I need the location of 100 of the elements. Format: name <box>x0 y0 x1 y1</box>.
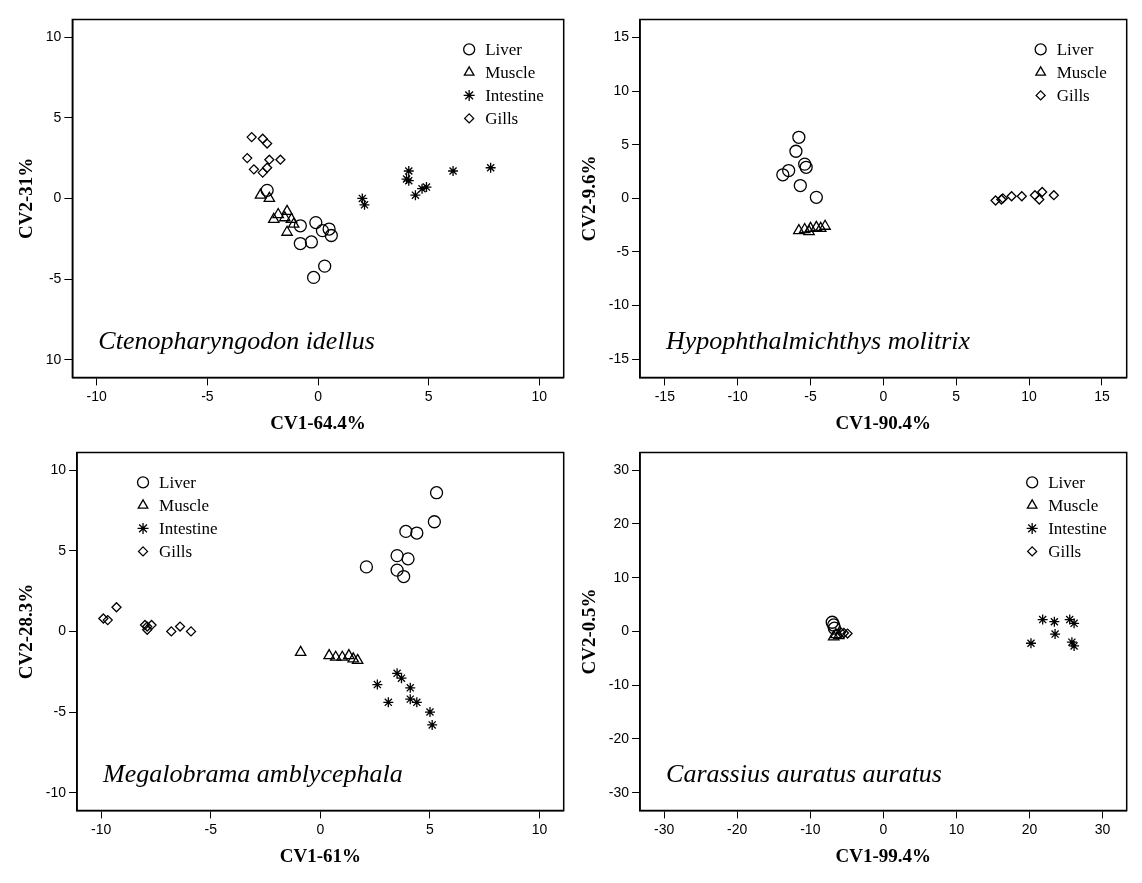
x-tick-label: 10 <box>531 387 548 404</box>
point <box>359 560 374 574</box>
point <box>1049 628 1061 640</box>
y-tick-label: 10 <box>45 28 62 44</box>
point <box>792 130 806 144</box>
legend-label: Intestine <box>1048 518 1107 538</box>
point <box>267 212 280 224</box>
point <box>293 219 307 233</box>
x-tick-label: -10 <box>91 820 112 837</box>
y-tick-label: -30 <box>608 783 630 800</box>
y-axis-title: CV2-31% <box>15 157 37 240</box>
x-tick-label: 10 <box>1021 387 1038 404</box>
point <box>336 650 349 661</box>
point <box>789 144 803 158</box>
point <box>819 219 831 230</box>
x-tick-label: 0 <box>879 820 888 837</box>
x-tick-label: -5 <box>204 820 218 837</box>
point <box>278 211 291 222</box>
point <box>1034 194 1045 205</box>
point <box>382 696 394 709</box>
y-tick-label: 10 <box>45 350 62 367</box>
point <box>304 235 319 249</box>
point <box>242 152 253 164</box>
point <box>390 548 404 563</box>
point <box>782 163 796 178</box>
point <box>399 524 413 539</box>
point <box>1029 190 1041 201</box>
x-tick-label: 5 <box>952 387 961 404</box>
point <box>257 133 268 144</box>
point <box>390 563 404 577</box>
x-tick-label: 10 <box>531 820 548 837</box>
point <box>257 167 268 178</box>
x-tick-label: 0 <box>879 387 888 404</box>
y-tick-label: 5 <box>53 108 62 125</box>
point <box>261 138 273 149</box>
y-tick-label: -5 <box>616 242 630 259</box>
y-tick-label: 10 <box>50 461 67 477</box>
y-tick-label: 30 <box>613 461 630 477</box>
point <box>306 270 321 285</box>
y-tick-label: 5 <box>621 135 630 152</box>
point <box>98 613 109 624</box>
y-tick-label: 5 <box>58 541 67 558</box>
point <box>1068 617 1080 629</box>
point <box>426 719 438 731</box>
point <box>347 652 360 663</box>
y-tick-label: 10 <box>613 568 630 585</box>
x-axis-title: CV1-90.4% <box>835 411 932 433</box>
x-axis-title: CV1-64.4% <box>270 411 366 433</box>
legend-label: Gills <box>485 108 519 128</box>
legend-label: Muscle <box>1048 495 1099 515</box>
point <box>174 621 186 632</box>
point <box>322 222 336 236</box>
point <box>1066 636 1078 648</box>
point <box>420 181 433 193</box>
point <box>260 183 274 197</box>
point <box>371 678 384 691</box>
point <box>1016 191 1027 202</box>
x-tick-label: 15 <box>1094 387 1110 404</box>
x-tick-label: 5 <box>426 820 435 837</box>
point <box>281 204 293 215</box>
point <box>185 626 197 637</box>
y-tick-label: 10 <box>613 82 630 99</box>
x-tick-label: 0 <box>316 820 325 837</box>
x-tick-label: -30 <box>654 820 675 837</box>
point <box>810 220 823 231</box>
point <box>254 188 267 199</box>
point <box>166 626 177 637</box>
y-tick-label: -5 <box>48 269 62 286</box>
point <box>485 162 497 174</box>
point <box>318 259 332 273</box>
point <box>424 706 436 718</box>
point <box>1037 613 1049 626</box>
point <box>429 486 444 500</box>
y-tick-label: 0 <box>53 189 62 206</box>
point <box>409 189 422 201</box>
legend-label: Muscle <box>485 62 536 82</box>
y-tick-label: 0 <box>621 189 630 206</box>
y-tick-label: -5 <box>53 702 67 719</box>
legend-label: Muscle <box>159 495 210 515</box>
legend-label: Liver <box>159 472 197 492</box>
x-tick-label: 20 <box>1021 820 1038 837</box>
point <box>814 221 827 233</box>
point <box>793 178 807 193</box>
point <box>427 515 442 529</box>
point <box>285 212 298 224</box>
point <box>329 650 342 661</box>
x-axis-title: CV1-61% <box>279 844 362 866</box>
x-tick-label: -10 <box>800 820 821 837</box>
point <box>1064 613 1076 626</box>
point <box>246 131 257 143</box>
x-tick-label: -10 <box>727 387 748 404</box>
point <box>410 526 424 540</box>
point <box>315 224 330 238</box>
y-axis-title: CV2-9.6% <box>578 155 600 242</box>
legend-label: Intestine <box>159 518 218 538</box>
point <box>411 696 423 709</box>
point <box>275 154 286 165</box>
point <box>261 162 273 173</box>
point <box>323 648 335 660</box>
point <box>776 168 790 182</box>
